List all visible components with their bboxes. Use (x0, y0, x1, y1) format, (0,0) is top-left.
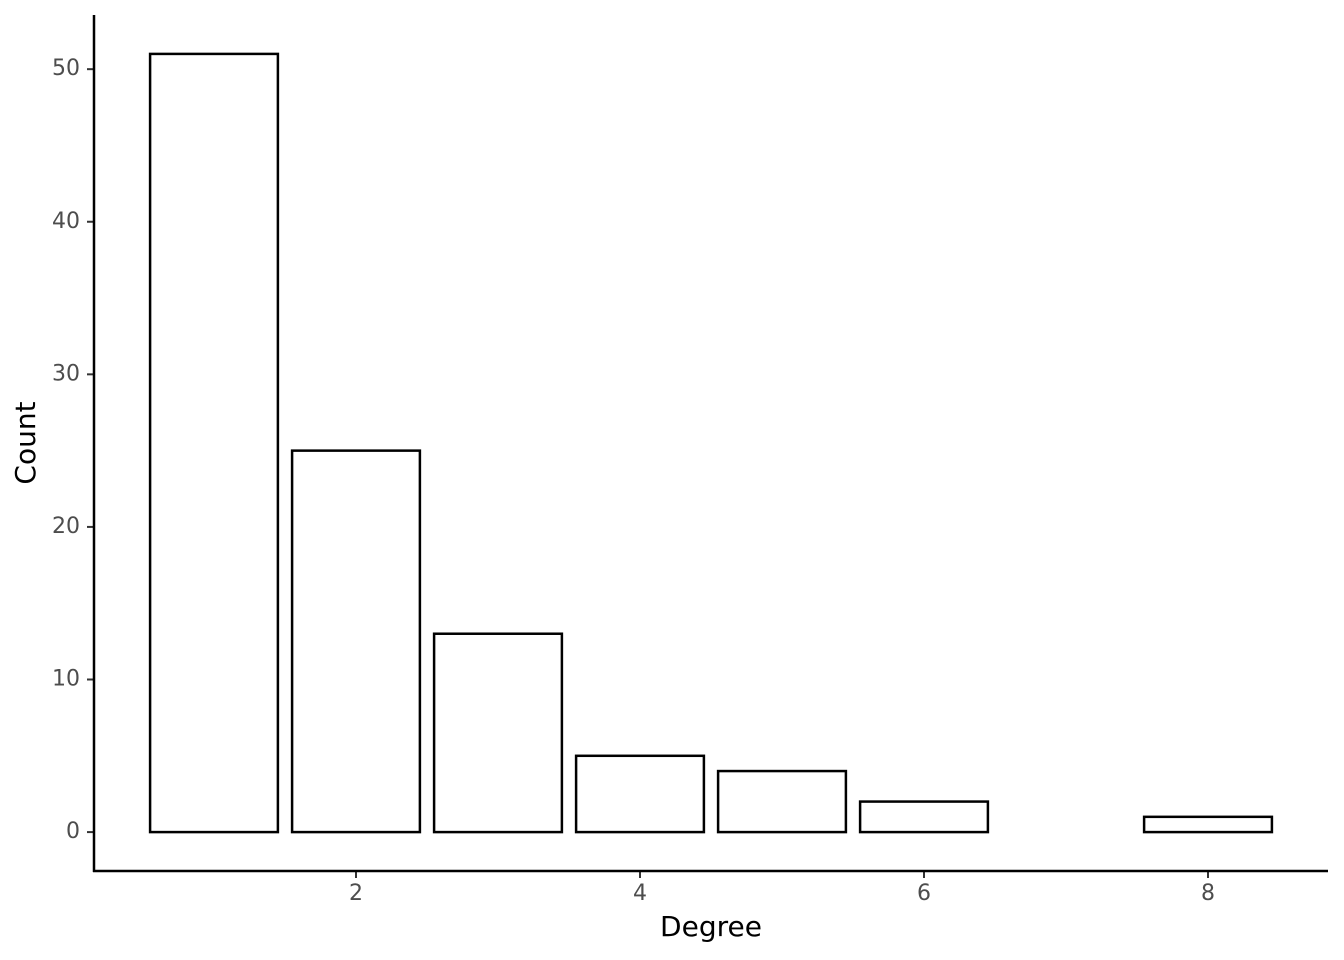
x-tick-label: 4 (633, 881, 647, 906)
bar (1142, 815, 1274, 834)
bar (432, 632, 564, 834)
bar (574, 754, 706, 834)
y-tick-label: 30 (52, 361, 80, 386)
x-tick-label: 6 (917, 881, 931, 906)
x-tick-label: 8 (1201, 881, 1215, 906)
y-axis-title: Count (9, 401, 42, 484)
bar (858, 800, 990, 834)
y-tick-label: 20 (52, 514, 80, 539)
y-tick-label: 10 (52, 667, 80, 692)
bar (148, 52, 280, 834)
x-axis-title: Degree (660, 910, 762, 943)
y-tick-label: 40 (52, 209, 80, 234)
y-tick-label: 50 (52, 56, 80, 81)
bar (290, 449, 422, 834)
x-tick-label: 2 (349, 881, 363, 906)
bar (716, 769, 848, 834)
y-tick-label: 0 (66, 819, 80, 844)
